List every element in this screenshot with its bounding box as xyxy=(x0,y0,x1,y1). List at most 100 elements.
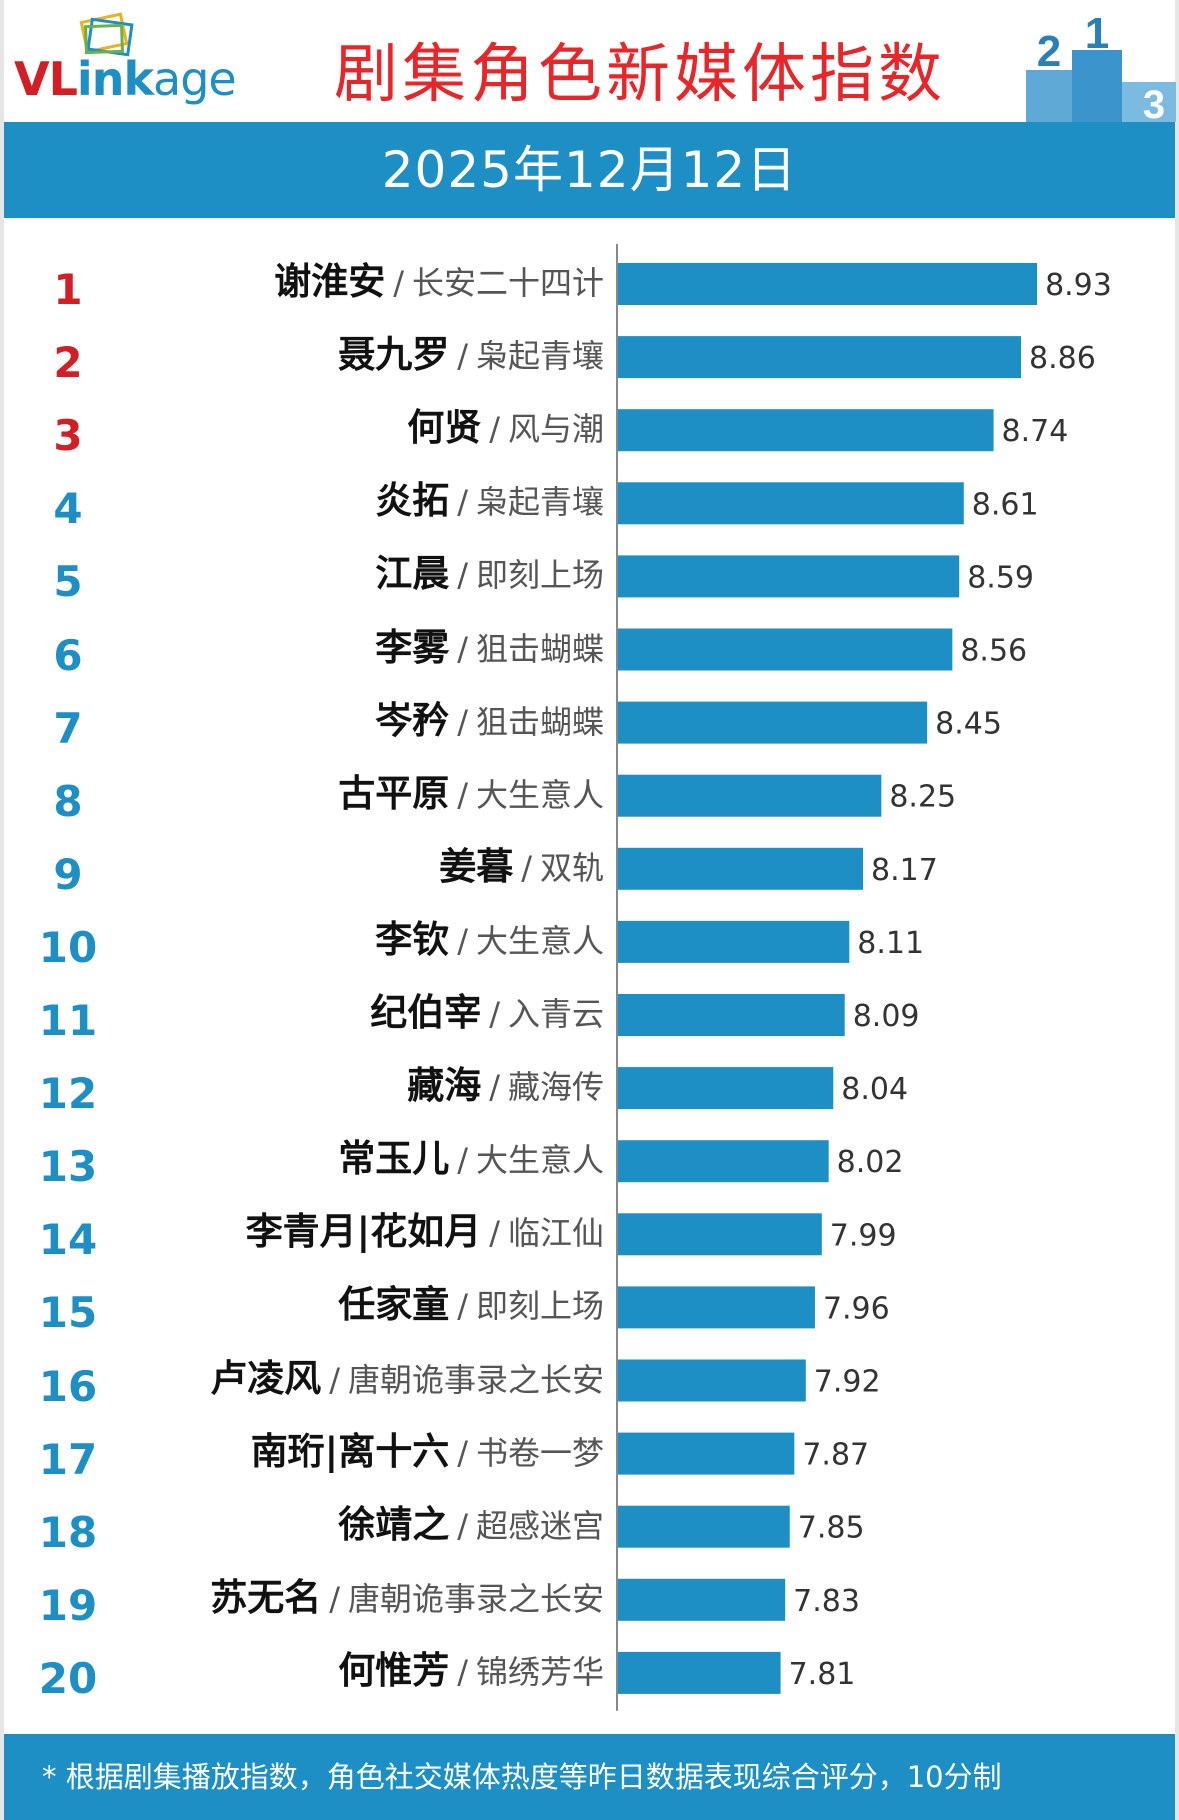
drama-title: 锦绣芳华 xyxy=(475,1652,604,1691)
bar-5 xyxy=(618,555,960,598)
character-name: 卢凌风 xyxy=(210,1356,322,1400)
value-label-18: 7.85 xyxy=(798,1511,865,1546)
rank-number-13: 13 xyxy=(38,1142,98,1192)
logo-vl: VL xyxy=(14,52,78,106)
drama-title: 狙击蝴蝶 xyxy=(475,702,604,741)
logo-wordmark: VLinkage xyxy=(14,52,237,106)
left-edge xyxy=(0,0,4,1820)
rank-number-1: 1 xyxy=(53,265,83,314)
drama-title: 入青云 xyxy=(507,995,604,1033)
separator: / xyxy=(457,1141,468,1180)
row-label-15: 任家童 / 即刻上场 xyxy=(124,1277,604,1340)
separator: / xyxy=(457,1652,468,1691)
bar-3 xyxy=(618,409,994,452)
character-name: 江晨 xyxy=(375,552,450,596)
rank-number-17: 17 xyxy=(38,1434,98,1484)
drama-title: 长安二十四计 xyxy=(411,264,604,302)
value-label-9: 8.17 xyxy=(871,853,938,888)
value-label-5: 8.59 xyxy=(967,560,1034,595)
drama-title: 唐朝诡事录之长安 xyxy=(347,1360,604,1399)
drama-title: 临江仙 xyxy=(507,1214,604,1253)
row-label-1: 谢淮安 / 长安二十四计 xyxy=(124,254,604,317)
bar-15 xyxy=(618,1286,815,1329)
drama-title: 大生意人 xyxy=(475,921,604,960)
bar-10 xyxy=(618,920,850,963)
character-name: 聂九罗 xyxy=(338,333,450,377)
character-name: 谢淮安 xyxy=(274,260,386,303)
logo-ink: ink xyxy=(76,52,154,106)
bar-2 xyxy=(618,336,1022,379)
row-label-8: 古平原 / 大生意人 xyxy=(124,766,604,829)
bar-4 xyxy=(618,482,964,525)
separator: / xyxy=(457,1506,468,1545)
bar-6 xyxy=(618,628,953,671)
rank-number-3: 3 xyxy=(53,411,83,461)
row-label-20: 何惟芳 / 锦绣芳华 xyxy=(124,1643,604,1706)
separator: / xyxy=(457,483,468,522)
value-label-17: 7.87 xyxy=(802,1438,869,1473)
bar-17 xyxy=(618,1432,795,1475)
drama-title: 大生意人 xyxy=(475,1141,604,1180)
value-label-6: 8.56 xyxy=(960,634,1027,669)
podium-icon: 2 1 3 xyxy=(1026,10,1176,122)
drama-title: 即刻上场 xyxy=(475,1287,604,1326)
value-label-8: 8.25 xyxy=(889,780,956,815)
drama-title: 大生意人 xyxy=(475,775,604,814)
page-title: 剧集角色新媒体指数 xyxy=(334,38,946,112)
rank-number-14: 14 xyxy=(38,1215,98,1265)
character-name: 李雾 xyxy=(375,625,450,669)
drama-title: 双轨 xyxy=(539,848,604,887)
drama-title: 唐朝诡事录之长安 xyxy=(347,1579,604,1618)
bar-12 xyxy=(618,1067,834,1110)
character-name: 南珩|离十六 xyxy=(250,1429,450,1473)
logo-mark-icon xyxy=(79,12,134,57)
rank-number-2: 2 xyxy=(53,338,83,388)
character-name: 纪伯宰 xyxy=(370,991,482,1034)
character-name: 古平原 xyxy=(338,771,450,815)
separator: / xyxy=(457,337,468,376)
rank-number-10: 10 xyxy=(38,922,98,972)
value-label-10: 8.11 xyxy=(857,926,924,961)
row-label-18: 徐靖之 / 超感迷宫 xyxy=(124,1497,604,1560)
separator: / xyxy=(521,848,532,887)
logo-age: age xyxy=(153,52,237,106)
row-label-9: 姜暮 / 双轨 xyxy=(124,839,604,902)
separator: / xyxy=(457,775,468,814)
date-banner: 2025年12月12日 xyxy=(4,122,1175,218)
drama-title: 即刻上场 xyxy=(475,556,604,595)
character-name: 苏无名 xyxy=(210,1575,322,1619)
drama-title: 狙击蝴蝶 xyxy=(475,629,604,668)
value-label-19: 7.83 xyxy=(793,1584,860,1619)
separator: / xyxy=(489,410,500,449)
rank-number-8: 8 xyxy=(53,776,83,826)
character-name: 徐靖之 xyxy=(338,1502,450,1546)
drama-title: 枭起青壤 xyxy=(475,483,604,522)
value-label-14: 7.99 xyxy=(830,1218,897,1253)
bar-1 xyxy=(618,263,1038,305)
bar-7 xyxy=(618,701,928,744)
rank-number-12: 12 xyxy=(38,1069,98,1119)
value-label-16: 7.92 xyxy=(814,1365,881,1400)
row-label-13: 常玉儿 / 大生意人 xyxy=(124,1131,604,1194)
character-name: 任家童 xyxy=(338,1283,450,1327)
row-label-2: 聂九罗 / 枭起青壤 xyxy=(124,327,604,390)
rank-number-19: 19 xyxy=(38,1580,98,1630)
character-name: 何贤 xyxy=(407,406,482,450)
row-label-10: 李钦 / 大生意人 xyxy=(124,912,604,975)
character-name: 岑矜 xyxy=(375,698,450,742)
rank-number-15: 15 xyxy=(38,1288,98,1338)
rank-number-6: 6 xyxy=(53,630,83,680)
row-label-11: 纪伯宰 / 入青云 xyxy=(124,985,604,1048)
character-name: 李钦 xyxy=(375,917,450,961)
separator: / xyxy=(329,1360,340,1399)
character-name: 藏海 xyxy=(407,1064,482,1108)
rank-number-18: 18 xyxy=(38,1507,98,1557)
value-label-12: 8.04 xyxy=(841,1072,908,1107)
bar-18 xyxy=(618,1505,790,1548)
value-label-7: 8.45 xyxy=(935,707,1002,742)
drama-title: 枭起青壤 xyxy=(475,337,604,376)
footer-note: * 根据剧集播放指数，角色社交媒体热度等昨日数据表现综合评分，10分制 xyxy=(4,1734,1175,1820)
drama-title: 藏海传 xyxy=(507,1068,604,1107)
